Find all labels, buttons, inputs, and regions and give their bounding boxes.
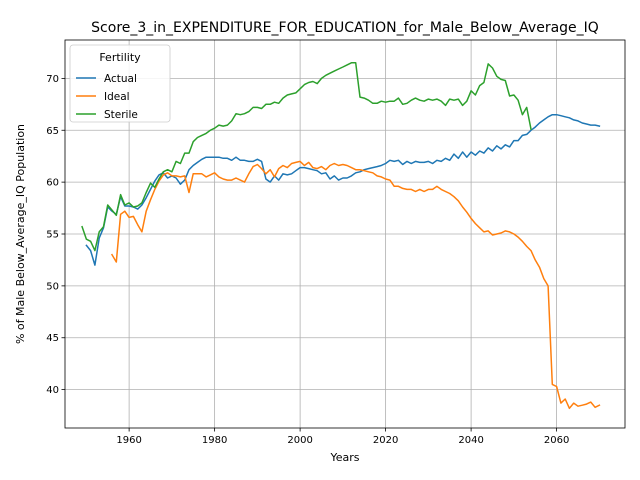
- ticks: 1960 1980 2000 2020 2040 2060 40 45 50 55 60 65 70: [46, 74, 569, 446]
- y-tick-label: 65: [46, 126, 59, 137]
- y-tick-label: 40: [46, 385, 59, 396]
- x-tick-label: 2020: [373, 435, 398, 446]
- y-tick-label: 60: [46, 178, 59, 189]
- y-tick-label: 70: [46, 74, 59, 85]
- x-tick-label: 1960: [116, 435, 141, 446]
- y-axis-label: % of Male Below_Average_IQ Population: [14, 124, 27, 344]
- grid: [65, 40, 625, 428]
- legend-label-sterile: Sterile: [104, 109, 138, 121]
- series-line-ideal: [110, 160, 601, 410]
- x-tick-label: 2040: [458, 435, 483, 446]
- x-axis-label: Years: [329, 451, 359, 464]
- chart-title: Score_3_in_EXPENDITURE_FOR_EDUCATION_for…: [91, 20, 599, 36]
- x-tick-label: 1980: [202, 435, 227, 446]
- x-tick-label: 2060: [544, 435, 569, 446]
- legend-title: Fertility: [99, 51, 141, 64]
- legend-label-actual: Actual: [104, 73, 137, 85]
- legend: Fertility Actual Ideal Sterile: [69, 44, 171, 123]
- legend-box: [69, 44, 171, 123]
- legend-label-ideal: Ideal: [104, 91, 130, 103]
- y-tick-label: 55: [46, 230, 59, 241]
- y-tick-label: 50: [46, 281, 59, 292]
- legend-items: Actual Ideal Sterile: [76, 73, 138, 121]
- x-tick-label: 2000: [287, 435, 312, 446]
- series-layer: [81, 62, 601, 410]
- y-tick-label: 45: [46, 333, 59, 344]
- series-line-sterile: [81, 62, 532, 252]
